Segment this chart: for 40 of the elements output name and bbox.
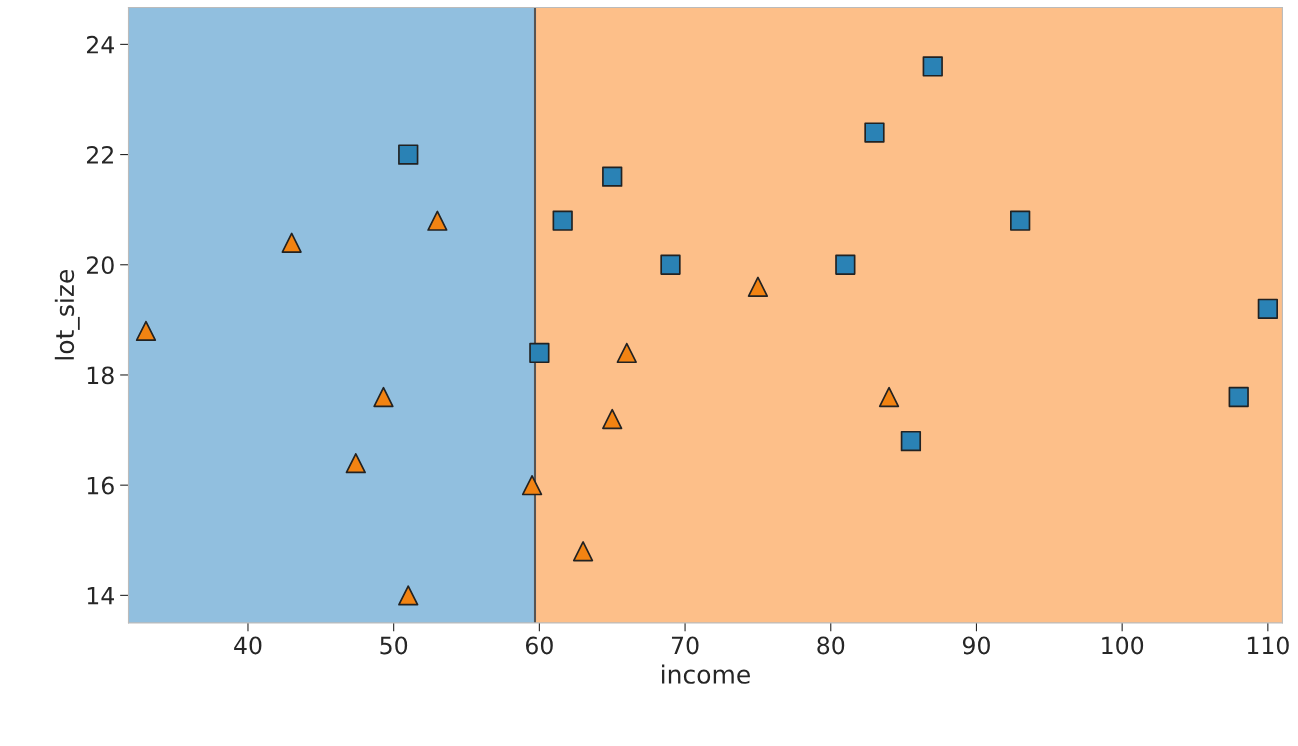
point — [427, 210, 448, 231]
point — [398, 144, 419, 165]
point — [572, 541, 594, 562]
point — [373, 386, 394, 408]
x-axis-title: income — [662, 664, 750, 684]
y-tick-label: 22 — [86, 146, 113, 164]
x-tick-label: 80 — [817, 636, 845, 655]
point — [878, 386, 900, 408]
y-tick-label: 16 — [87, 476, 114, 495]
y-tick-label: 24 — [86, 35, 114, 54]
point — [835, 254, 856, 275]
point — [552, 210, 573, 231]
point — [521, 475, 543, 496]
point — [398, 585, 419, 606]
point — [529, 342, 550, 364]
point — [616, 342, 637, 364]
y-axis-title: lot_size — [54, 270, 80, 360]
x-tick-label: 70 — [671, 636, 699, 655]
point — [922, 56, 943, 77]
x-tick-label: 40 — [234, 636, 262, 655]
point — [1228, 386, 1249, 408]
point — [747, 276, 769, 297]
x-tick-label: 90 — [962, 636, 990, 655]
point — [602, 166, 623, 187]
point — [1010, 210, 1031, 231]
point — [281, 232, 302, 253]
point — [345, 452, 366, 474]
x-tick-label: 110 — [1247, 636, 1289, 655]
point — [660, 254, 681, 275]
point — [602, 408, 623, 430]
x-tick-label: 50 — [380, 636, 408, 655]
point — [1257, 298, 1279, 320]
x-tick-label: 100 — [1102, 636, 1144, 655]
y-tick-label: 14 — [87, 587, 114, 605]
y-tick-label: 20 — [86, 256, 114, 275]
point — [900, 430, 922, 452]
x-tick-label: 60 — [525, 636, 553, 655]
point — [864, 122, 885, 143]
y-tick-label: 18 — [87, 366, 114, 385]
point — [135, 320, 157, 342]
